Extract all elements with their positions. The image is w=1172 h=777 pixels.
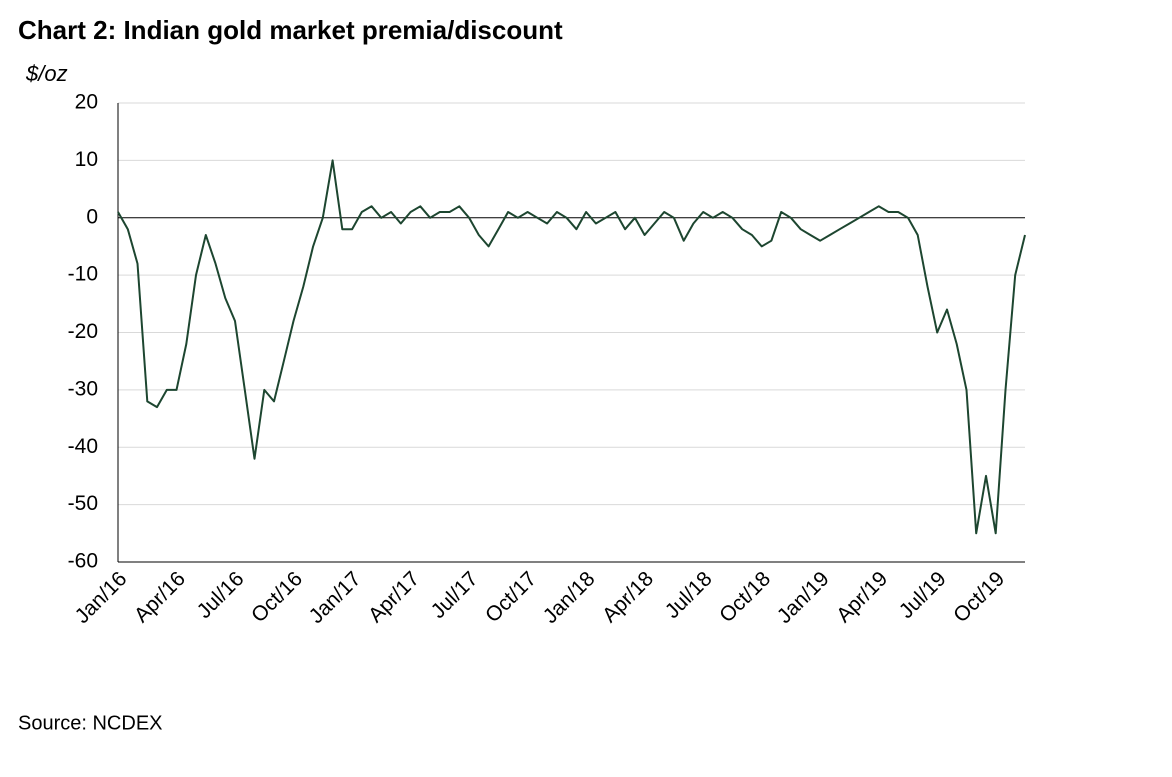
- y-tick-label: 10: [75, 148, 98, 171]
- x-tick-label: Oct/18: [715, 567, 775, 627]
- source-note: Source: NCDEX: [18, 712, 163, 734]
- x-tick-label: Jul/18: [661, 567, 717, 623]
- x-tick-label: Jan/18: [539, 567, 600, 628]
- x-tick-label: Apr/16: [130, 567, 190, 627]
- y-tick-label: -50: [68, 492, 98, 515]
- x-tick-label: Oct/16: [247, 567, 307, 627]
- x-tick-label: Jul/16: [193, 567, 249, 623]
- x-tick-label: Jul/19: [895, 567, 951, 623]
- y-tick-label: -60: [68, 550, 98, 573]
- y-tick-label: -20: [68, 320, 98, 343]
- y-tick-label: 20: [75, 91, 98, 114]
- x-tick-label: Apr/18: [598, 567, 658, 627]
- y-axis-unit: $/oz: [25, 61, 68, 86]
- x-tick-label: Jan/16: [71, 567, 132, 628]
- x-tick-label: Oct/19: [949, 567, 1009, 627]
- y-tick-label: 0: [86, 205, 98, 228]
- x-tick-label: Oct/17: [481, 567, 541, 627]
- chart-title: Chart 2: Indian gold market premia/disco…: [18, 15, 563, 45]
- y-tick-label: -30: [68, 377, 98, 400]
- y-tick-label: -10: [68, 263, 98, 286]
- data-line: [117, 159, 1026, 535]
- x-tick-label: Jul/17: [427, 567, 483, 623]
- y-tick-label: -40: [68, 435, 98, 458]
- x-tick-label: Apr/17: [364, 567, 424, 627]
- x-tick-label: Jan/19: [773, 567, 834, 628]
- x-tick-label: Jan/17: [305, 567, 366, 628]
- x-tick-label: Apr/19: [832, 567, 892, 627]
